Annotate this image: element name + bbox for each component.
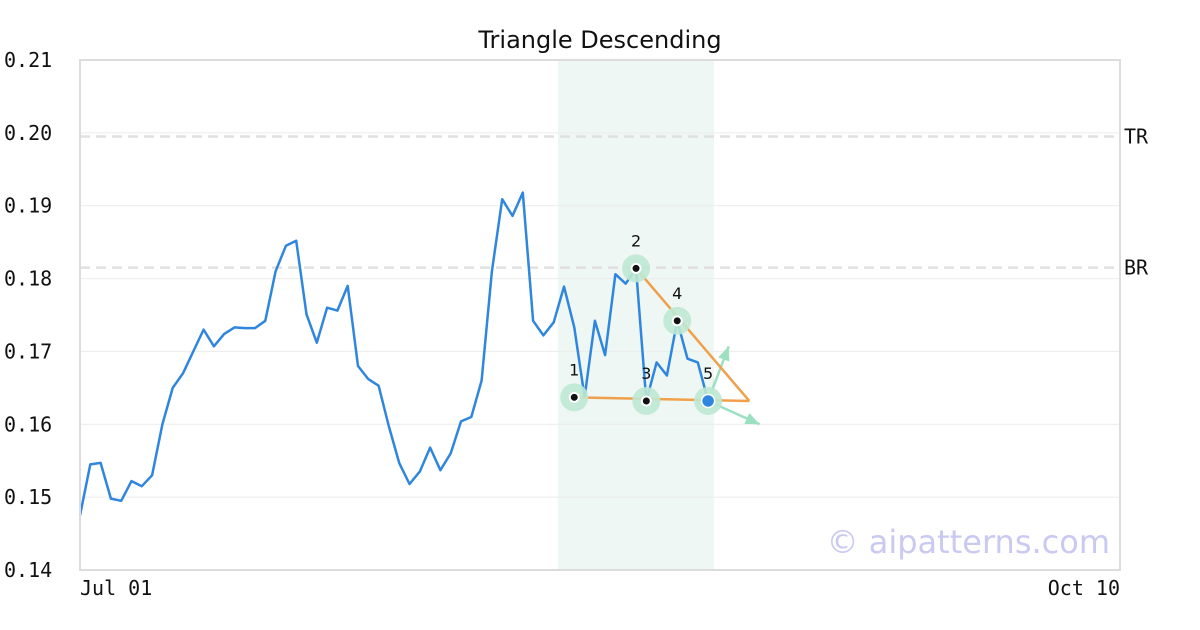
y-tick-label: 0.15 xyxy=(4,485,52,509)
pattern-point-label-5: 5 xyxy=(703,364,713,383)
reference-label-br: BR xyxy=(1124,256,1149,280)
reference-lines-layer: TR BR xyxy=(80,125,1149,280)
pattern-point-label-4: 4 xyxy=(672,284,682,303)
y-tick-label: 0.16 xyxy=(4,412,52,436)
pattern-point-label-1: 1 xyxy=(569,360,579,379)
pattern-points-layer: 1 2 3 4 5 xyxy=(560,231,723,415)
projection-arrowhead xyxy=(744,413,760,425)
pattern-point-label-2: 2 xyxy=(631,231,641,250)
price-line-layer xyxy=(78,191,710,516)
axes-layer: 0.14 0.15 0.16 0.17 0.18 0.19 0.20 0.21 Jul 01 Oc… xyxy=(4,48,1121,600)
watermark: © aipatterns.com xyxy=(827,523,1110,561)
x-tick-label: Oct 10 xyxy=(1048,576,1120,600)
price-line xyxy=(78,191,710,516)
projection-arrowhead xyxy=(718,346,730,362)
pattern-point-2 xyxy=(630,262,642,274)
y-tick-label: 0.20 xyxy=(4,121,52,145)
pattern-point-1 xyxy=(568,391,580,403)
y-tick-label: 0.19 xyxy=(4,194,52,218)
pattern-point-5 xyxy=(700,393,716,409)
reference-label-tr: TR xyxy=(1124,125,1149,149)
pattern-point-label-3: 3 xyxy=(641,364,651,383)
y-tick-label: 0.14 xyxy=(4,558,52,582)
chart-title: Triangle Descending xyxy=(477,26,721,54)
x-tick-label: Jul 01 xyxy=(80,576,152,600)
pattern-point-3 xyxy=(640,395,652,407)
y-tick-label: 0.18 xyxy=(4,267,52,291)
plot-frame xyxy=(79,59,1121,571)
y-tick-label: 0.17 xyxy=(4,339,52,363)
pattern-point-4 xyxy=(671,315,683,327)
y-tick-label: 0.21 xyxy=(4,48,52,72)
triangle-resistance-line xyxy=(635,267,751,402)
